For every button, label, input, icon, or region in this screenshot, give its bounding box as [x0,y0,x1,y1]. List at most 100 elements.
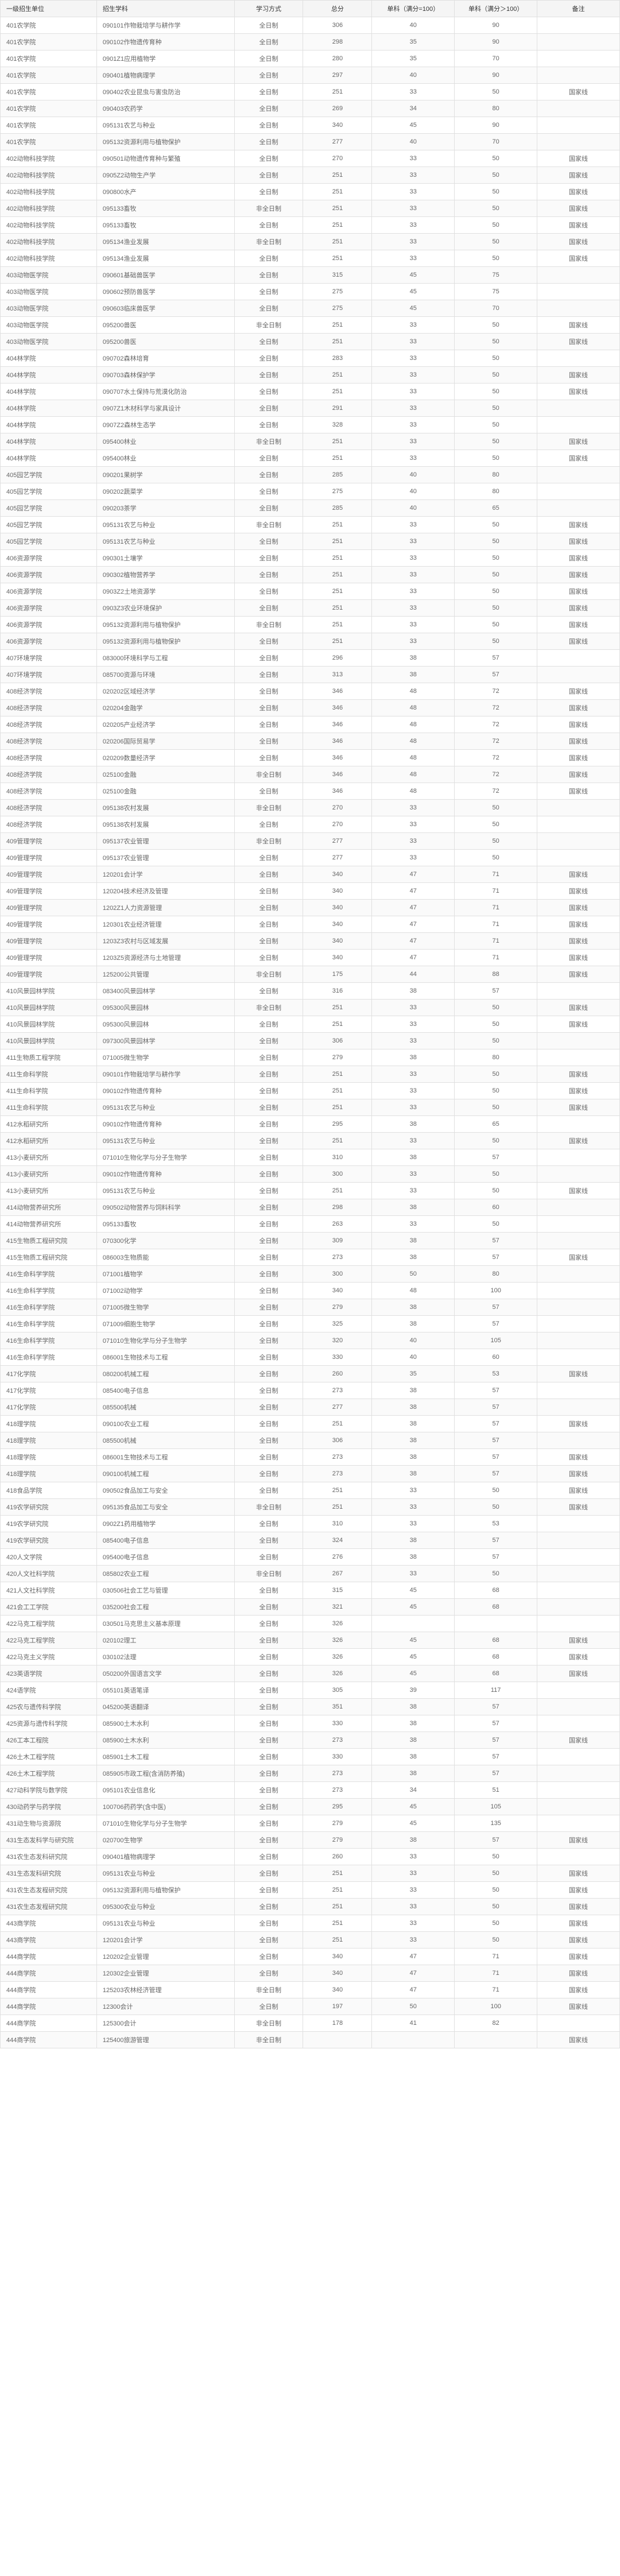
table-row: 405园艺学院090203茶学全日制2854065 [1,500,620,517]
table-row: 409管理学院095137农业管理全日制2773350 [1,850,620,866]
table-cell: 444商学院 [1,1998,97,2015]
table-row: 411生命科学院095131农艺与种业全日制2513350国家线 [1,1099,620,1116]
table-cell: 50 [455,1066,537,1083]
table-cell: 50 [455,1915,537,1932]
table-row: 409管理学院120301农业经济管理全日制3404771国家线 [1,916,620,933]
table-cell: 020209数量经济学 [96,750,234,766]
table-cell [537,67,620,84]
header-total-score: 总分 [303,1,372,17]
table-row: 430动药学与药学院100706药药学(含中医)全日制29545105 [1,1799,620,1815]
table-cell: 401农学院 [1,100,97,117]
table-row: 427动科学院与数学院095101农业信息化全日制2733451 [1,1782,620,1799]
table-cell: 全日制 [234,866,303,883]
table-cell [537,1432,620,1449]
table-cell: 70 [455,300,537,317]
table-cell: 57 [455,1749,537,1765]
table-cell: 非全日制 [234,833,303,850]
table-row: 425资源与遗传科学院085900土木水利全日制3303857 [1,1715,620,1732]
table-cell: 100706药药学(含中医) [96,1799,234,1815]
table-cell: 444商学院 [1,1965,97,1982]
table-cell: 095132资源利用与植物保护 [96,617,234,633]
table-cell: 国家线 [537,234,620,250]
table-cell: 251 [303,1865,372,1882]
table-cell: 405园艺学院 [1,467,97,483]
table-row: 415生物质工程研究院086003生物质能全日制2733857国家线 [1,1249,620,1266]
table-cell: 33 [372,417,455,433]
table-cell: 279 [303,1049,372,1066]
table-cell: 251 [303,1932,372,1949]
table-cell: 090501动物遗传育种与繁殖 [96,150,234,167]
table-cell: 80 [455,1049,537,1066]
table-cell: 431农生态发程研究院 [1,1882,97,1899]
table-cell [537,51,620,67]
table-cell: 47 [372,883,455,900]
table-cell: 57 [455,1316,537,1332]
table-body: 401农学院090101作物栽培学与耕作学全日制3064090401农学院090… [1,17,620,2048]
table-row: 415生物质工程研究院070300化学全日制3093857 [1,1233,620,1249]
table-cell: 50 [372,1998,455,2015]
table-row: 425农与遗传科学院045200英语翻译全日制3513857 [1,1699,620,1715]
table-cell: 全日制 [234,683,303,700]
table-cell: 175 [303,966,372,983]
table-cell: 50 [455,84,537,100]
table-cell: 国家线 [537,567,620,583]
table-cell: 全日制 [234,650,303,667]
table-cell: 090401植物病理学 [96,67,234,84]
table-cell: 全日制 [234,850,303,866]
table-cell: 095400电子信息 [96,1549,234,1566]
table-cell: 50 [455,633,537,650]
table-cell: 71 [455,916,537,933]
table-cell: 410风景园林学院 [1,1016,97,1033]
table-cell: 全日制 [234,483,303,500]
table-cell [537,17,620,34]
table-cell: 40 [372,483,455,500]
table-cell: 57 [455,650,537,667]
table-cell: 305 [303,1682,372,1699]
table-cell: 260 [303,1849,372,1865]
table-cell: 251 [303,633,372,650]
table-cell: 020102理工 [96,1632,234,1649]
table-cell: 50 [455,1865,537,1882]
table-cell: 全日制 [234,1882,303,1899]
table-cell: 330 [303,1349,372,1366]
table-cell: 40 [372,1332,455,1349]
table-cell: 090402农业昆虫与害虫防治 [96,84,234,100]
table-cell: 40 [372,134,455,150]
table-cell: 33 [372,1083,455,1099]
table-cell: 120201会计学 [96,866,234,883]
table-cell: 416生命科学学院 [1,1316,97,1332]
table-cell: 国家线 [537,200,620,217]
table-cell: 45 [372,267,455,284]
table-cell: 全日制 [234,1849,303,1865]
table-cell: 120201会计学 [96,1932,234,1949]
table-cell: 50 [455,833,537,850]
table-cell: 325 [303,1316,372,1332]
table-cell: 71 [455,883,537,900]
table-cell: 300 [303,1166,372,1183]
table-cell: 090203茶学 [96,500,234,517]
table-cell: 030102法理 [96,1649,234,1665]
table-cell: 251 [303,250,372,267]
table-row: 412水稻研究所090102作物遗传育种全日制2953865 [1,1116,620,1133]
table-cell: 53 [455,1366,537,1382]
table-cell: 国家线 [537,433,620,450]
table-cell: 100 [455,1283,537,1299]
table-cell: 33 [372,583,455,600]
table-cell: 38 [372,983,455,1000]
table-row: 431生态发科学与研究院020700生物学全日制2793857国家线 [1,1832,620,1849]
table-row: 419农学研究院0902Z1药用植物学全日制3103353 [1,1516,620,1532]
table-cell: 非全日制 [234,517,303,533]
table-cell: 0901Z1应用植物学 [96,51,234,67]
table-cell: 全日制 [234,1382,303,1399]
table-cell [537,1849,620,1865]
table-cell: 33 [372,1915,455,1932]
table-row: 404林学院095400林业非全日制2513350国家线 [1,433,620,450]
table-cell: 全日制 [234,1449,303,1466]
table-cell: 全日制 [234,1932,303,1949]
table-cell: 315 [303,267,372,284]
table-cell: 324 [303,1532,372,1549]
table-cell: 33 [372,1849,455,1865]
table-cell [537,117,620,134]
table-cell: 020204金融学 [96,700,234,716]
table-cell: 090101作物栽培学与耕作学 [96,1066,234,1083]
